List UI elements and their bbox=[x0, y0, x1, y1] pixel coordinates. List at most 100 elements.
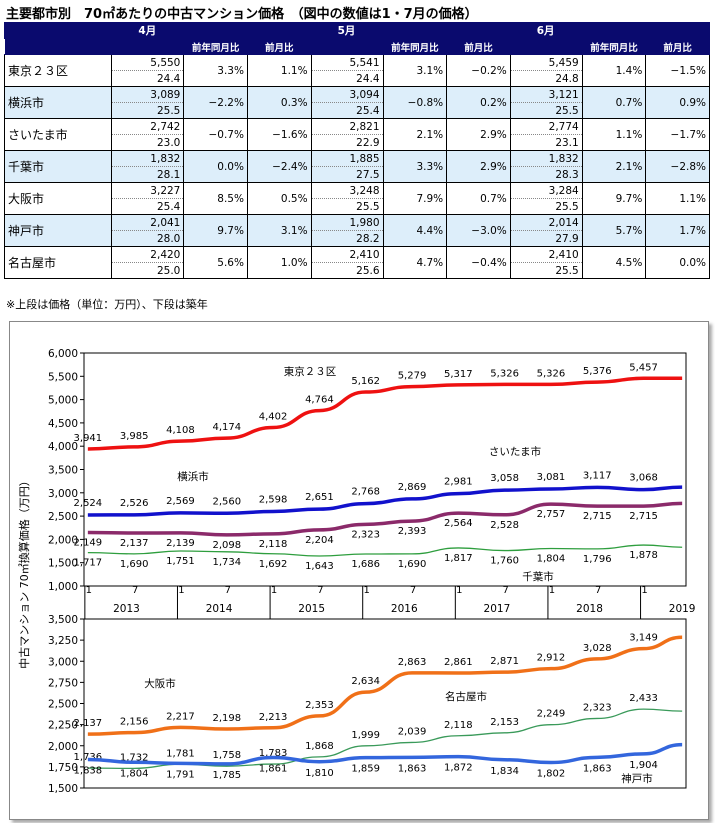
age-cell: 25.5 bbox=[111, 102, 185, 119]
yoy-header: 前年同月比 bbox=[581, 38, 647, 55]
x-year-label: 2014 bbox=[206, 603, 233, 615]
data-label: 4,174 bbox=[212, 422, 241, 433]
yoy-cell: 4.7% bbox=[382, 246, 448, 279]
y-tick-label: 1,500 bbox=[48, 783, 78, 795]
x-month-label: 1 bbox=[641, 585, 647, 596]
data-label: 1,760 bbox=[490, 556, 519, 567]
price-chart-panel: 1,000 1,500 2,000 2,500 3,000 3,500 4,000 4,500… bbox=[9, 321, 709, 820]
y-tick-label: 5,500 bbox=[48, 371, 78, 383]
data-label: 1,804 bbox=[120, 768, 149, 779]
x-month-label: 1 bbox=[549, 585, 555, 596]
table-row: 千葉市 1,832 0.0% −2.4% 1,885 3.3% 2.9% 1,832 2.1% −… bbox=[3, 150, 710, 183]
price-cell: 2,420 bbox=[111, 246, 185, 263]
yoy-cell: 3.3% bbox=[382, 150, 448, 183]
age-cell: 25.5 bbox=[310, 198, 384, 215]
y-tick-label: 1,750 bbox=[48, 762, 78, 774]
data-label: 2,768 bbox=[351, 487, 380, 498]
data-label: 3,058 bbox=[490, 473, 519, 484]
age-cell: 23.1 bbox=[509, 134, 583, 151]
series-label: 千葉市 bbox=[522, 570, 554, 583]
y-tick-label: 3,500 bbox=[48, 614, 78, 626]
mom-cell: 2.9% bbox=[446, 150, 511, 183]
yoy-cell: 2.1% bbox=[382, 118, 448, 151]
price-cell: 2,041 bbox=[111, 214, 185, 231]
price-cell: 1,832 bbox=[111, 150, 185, 167]
mom-cell: −0.4% bbox=[446, 246, 511, 279]
table-row: 横浜市 3,089 −2.2% 0.3% 3,094 −0.8% 0.2% 3,121 0.7%… bbox=[3, 86, 710, 119]
yoy-cell: 5.6% bbox=[183, 246, 248, 279]
x-year-label: 2016 bbox=[391, 603, 418, 615]
x-year-label: 2018 bbox=[576, 603, 603, 615]
header-blank bbox=[111, 38, 185, 55]
yoy-cell: −0.8% bbox=[382, 86, 448, 119]
mom-cell: 0.9% bbox=[645, 86, 710, 119]
mom-cell: −1.7% bbox=[645, 118, 710, 151]
age-cell: 25.0 bbox=[111, 262, 185, 279]
price-cell: 3,248 bbox=[310, 182, 384, 199]
mom-cell: 3.1% bbox=[246, 214, 312, 247]
y-tick-label: 2,500 bbox=[48, 511, 78, 523]
y-tick-label: 2,250 bbox=[48, 720, 78, 732]
data-label: 1,717 bbox=[74, 558, 103, 569]
age-cell: 28.1 bbox=[111, 166, 185, 183]
data-label: 2,149 bbox=[74, 537, 103, 548]
data-label: 2,869 bbox=[398, 482, 427, 493]
x-year-label: 2013 bbox=[113, 603, 140, 615]
data-label: 1,810 bbox=[305, 768, 334, 779]
yoy-cell: 9.7% bbox=[183, 214, 248, 247]
data-label: 1,861 bbox=[259, 763, 288, 774]
yoy-cell: −0.7% bbox=[183, 118, 248, 151]
data-label: 5,279 bbox=[398, 371, 427, 382]
y-axis-title: 中古マンション 70㎡換算価格（万円） bbox=[17, 475, 31, 669]
data-label: 2,213 bbox=[259, 712, 288, 723]
mom-cell: 0.3% bbox=[246, 86, 312, 119]
age-cell: 25.4 bbox=[111, 198, 185, 215]
age-cell: 27.5 bbox=[310, 166, 384, 183]
mom-cell: 2.9% bbox=[446, 118, 511, 151]
x-year-label: 2019 bbox=[669, 603, 696, 615]
page-title: 主要都市別 70㎡あたりの中古マンション価格 （図中の数値は1・7月の価格） bbox=[6, 7, 478, 22]
data-label: 1,863 bbox=[398, 763, 427, 774]
y-tick-label: 2,000 bbox=[48, 741, 78, 753]
price-cell: 2,821 bbox=[310, 118, 384, 135]
x-year-label: 2015 bbox=[298, 603, 325, 615]
city-name: 横浜市 bbox=[3, 86, 113, 119]
y-tick-label: 2,000 bbox=[48, 534, 78, 546]
table-row: 大阪市 3,227 8.5% 0.5% 3,248 7.9% 0.7% 3,284 9.7% 1.… bbox=[3, 182, 710, 215]
series-label: 東京２３区 bbox=[284, 365, 337, 378]
y-tick-label: 3,250 bbox=[48, 635, 78, 647]
header-blank bbox=[509, 38, 583, 55]
data-label: 1,838 bbox=[74, 765, 103, 776]
y-tick-label: 6,000 bbox=[48, 348, 78, 360]
table-row-sub: 24.4 24.4 24.8 bbox=[5, 70, 710, 87]
header-corner bbox=[3, 22, 113, 39]
data-label: 2,139 bbox=[166, 538, 195, 549]
data-label: 1,878 bbox=[629, 550, 658, 561]
data-label: 1,734 bbox=[212, 557, 241, 568]
data-label: 1,751 bbox=[166, 556, 195, 567]
data-label: 2,598 bbox=[259, 495, 288, 506]
month-header: 6月 bbox=[509, 22, 711, 39]
x-year-label: 2017 bbox=[484, 603, 511, 615]
table-row-sub: 28.0 28.2 27.9 bbox=[5, 230, 710, 247]
y-tick-label: 5,000 bbox=[48, 395, 78, 407]
table-row: 名古屋市 2,420 5.6% 1.0% 2,410 4.7% −0.4% 2,410 4.5%… bbox=[3, 246, 710, 279]
data-label: 1,732 bbox=[120, 752, 149, 763]
x-month-label: 1 bbox=[86, 585, 92, 596]
mom-cell: 1.1% bbox=[246, 54, 312, 87]
price-cell: 5,550 bbox=[111, 54, 185, 71]
data-label: 2,651 bbox=[305, 492, 334, 503]
data-label: 2,715 bbox=[629, 511, 658, 522]
price-cell: 1,980 bbox=[310, 214, 384, 231]
data-label: 2,526 bbox=[120, 498, 149, 509]
price-cell: 2,014 bbox=[509, 214, 583, 231]
price-cell: 3,284 bbox=[509, 182, 583, 199]
data-label: 2,098 bbox=[212, 540, 241, 551]
series-label: さいたま市 bbox=[489, 445, 541, 458]
yoy-cell: 9.7% bbox=[581, 182, 647, 215]
yoy-cell: 7.9% bbox=[382, 182, 448, 215]
age-cell: 25.6 bbox=[310, 262, 384, 279]
data-label: 1,785 bbox=[212, 770, 241, 781]
mom-header: 前月比 bbox=[645, 38, 710, 55]
city-name: 名古屋市 bbox=[3, 246, 113, 279]
